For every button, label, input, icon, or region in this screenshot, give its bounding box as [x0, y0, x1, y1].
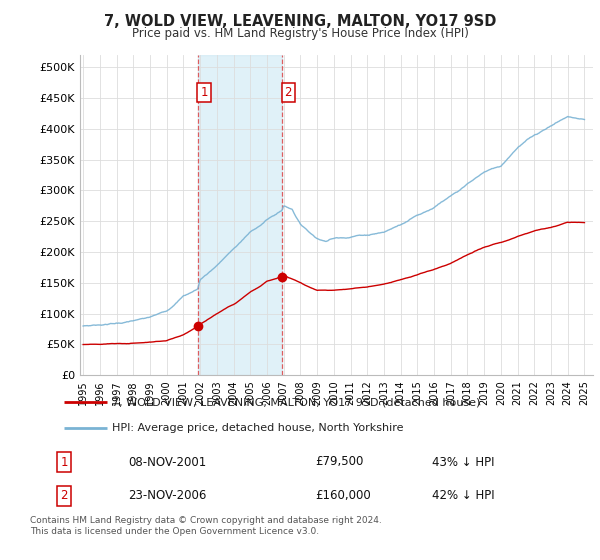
Text: £79,500: £79,500 — [315, 455, 364, 469]
Bar — [198, 55, 282, 375]
Text: 7, WOLD VIEW, LEAVENING, MALTON, YO17 9SD (detached house): 7, WOLD VIEW, LEAVENING, MALTON, YO17 9S… — [112, 398, 481, 407]
Text: 23-NOV-2006: 23-NOV-2006 — [128, 489, 206, 502]
Text: 43% ↓ HPI: 43% ↓ HPI — [433, 455, 495, 469]
Text: 1: 1 — [200, 86, 208, 99]
Text: Price paid vs. HM Land Registry's House Price Index (HPI): Price paid vs. HM Land Registry's House … — [131, 27, 469, 40]
Text: HPI: Average price, detached house, North Yorkshire: HPI: Average price, detached house, Nort… — [112, 423, 404, 432]
Text: Contains HM Land Registry data © Crown copyright and database right 2024.
This d: Contains HM Land Registry data © Crown c… — [30, 516, 382, 536]
Text: £160,000: £160,000 — [315, 489, 371, 502]
Text: 08-NOV-2001: 08-NOV-2001 — [128, 455, 206, 469]
Text: 2: 2 — [284, 86, 292, 99]
Text: 42% ↓ HPI: 42% ↓ HPI — [433, 489, 495, 502]
Text: 7, WOLD VIEW, LEAVENING, MALTON, YO17 9SD: 7, WOLD VIEW, LEAVENING, MALTON, YO17 9S… — [104, 14, 496, 29]
Text: 1: 1 — [60, 455, 68, 469]
Text: 2: 2 — [60, 489, 68, 502]
